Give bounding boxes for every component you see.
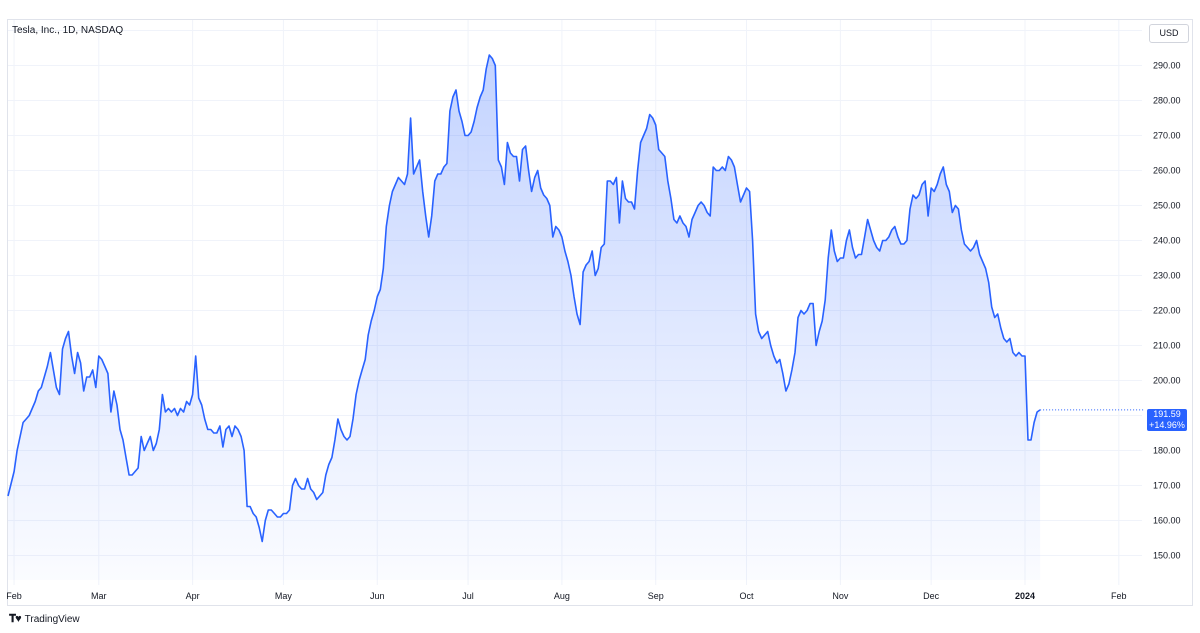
y-tick-label: 200.00 [1153,376,1181,386]
y-tick-label: 290.00 [1153,61,1181,71]
y-tick-label: 280.00 [1153,96,1181,106]
symbol-title: Tesla, Inc., 1D, NASDAQ [12,25,124,36]
area-path [8,55,1041,580]
x-tick-label: Nov [832,591,849,601]
x-tick-label: Feb [1111,591,1127,601]
y-axis: 300.00290.00280.00270.00260.00250.00240.… [1153,26,1181,561]
y-tick-label: 150.00 [1153,551,1181,561]
x-tick-label: Dec [923,591,940,601]
last-price-change: +14.96% [1149,420,1185,430]
last-price-value: 191.59 [1153,409,1181,419]
y-tick-label: 240.00 [1153,236,1181,246]
y-tick-label: 170.00 [1153,481,1181,491]
x-tick-label: Apr [186,591,200,601]
y-tick-label: 270.00 [1153,131,1181,141]
x-tick-label: Jun [370,591,385,601]
x-tick-label: Aug [554,591,570,601]
y-tick-label: 260.00 [1153,166,1181,176]
last-price-badge: 191.59 +14.96% [1147,409,1187,431]
area-fill [8,55,1041,580]
x-tick-label: Sep [648,591,664,601]
y-tick-label: 220.00 [1153,306,1181,316]
brand-name: TradingView [24,614,80,625]
y-tick-label: 160.00 [1153,516,1181,526]
y-tick-label: 180.00 [1153,446,1181,456]
x-tick-label: Feb [6,591,22,601]
y-tick-label: 210.00 [1153,341,1181,351]
x-tick-label: Oct [740,591,755,601]
x-tick-label: May [275,591,293,601]
footer-brand[interactable]: 𝐓♥ TradingView [9,613,80,626]
price-line [7,54,1145,543]
series-line [7,54,1041,543]
x-tick-label: 2024 [1015,591,1035,601]
x-tick-label: Jul [462,591,474,601]
x-axis: Feb Mar Apr May Jun Jul Aug Sep Oct Nov Dec 2024 Feb [6,591,1126,601]
x-tick-label: Mar [91,591,107,601]
currency-button[interactable]: USD [1149,24,1189,43]
tradingview-logo-icon: 𝐓♥ [9,613,22,625]
y-tick-label: 230.00 [1153,271,1181,281]
y-tick-label: 250.00 [1153,201,1181,211]
